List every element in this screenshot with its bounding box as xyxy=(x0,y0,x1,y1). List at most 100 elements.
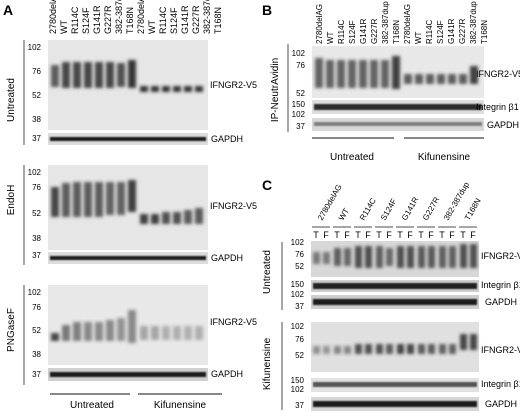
band-label: IFNGR2-V5 xyxy=(476,69,520,79)
band xyxy=(449,344,456,354)
gapdh-label: GAPDH xyxy=(211,134,243,144)
mw-marker: 38 xyxy=(32,115,41,124)
mw-markers: 102 76 52 150 102 37 xyxy=(292,49,306,131)
lane-label: T168N xyxy=(125,7,135,34)
band xyxy=(439,344,446,354)
band xyxy=(344,248,351,266)
lane-label: R114C xyxy=(425,19,434,44)
band xyxy=(315,58,323,88)
mw-marker: 150 xyxy=(291,376,305,385)
band xyxy=(51,65,59,87)
fraction-flow: F xyxy=(323,230,329,240)
gapdh-band xyxy=(313,299,477,305)
group-label-kifunensine: Kifunensine xyxy=(154,400,207,411)
lane-label: S124F xyxy=(81,7,91,34)
band xyxy=(151,326,159,340)
gapdh-label: GAPDH xyxy=(485,399,517,409)
mw-markers: 102 76 52 150 102 37 xyxy=(291,322,305,410)
band xyxy=(117,318,125,341)
band xyxy=(407,344,414,354)
band xyxy=(415,74,423,84)
mw-marker: 102 xyxy=(292,110,306,119)
mw-marker: 102 xyxy=(292,49,306,58)
integrin-label: Integrin β1 xyxy=(476,102,519,112)
band xyxy=(84,62,92,88)
band xyxy=(313,346,320,354)
band xyxy=(184,86,192,92)
mw-markers: 102 76 52 150 102 37 xyxy=(291,238,305,311)
lane-label: T168N xyxy=(392,20,401,44)
band xyxy=(448,74,456,84)
band xyxy=(470,66,478,84)
band xyxy=(428,246,435,268)
band xyxy=(195,326,203,340)
band-label: IFNGR2-V5 xyxy=(481,251,520,261)
fraction-total: T xyxy=(439,230,445,240)
band xyxy=(162,326,170,340)
band xyxy=(370,60,378,88)
band xyxy=(128,310,136,343)
band xyxy=(73,182,81,217)
band-label: IFNGR2-V5 xyxy=(481,345,520,355)
gapdh-label: GAPDH xyxy=(487,120,519,130)
band xyxy=(106,62,114,88)
block-condition-label: Untreated xyxy=(262,250,273,294)
lane-label: R114C xyxy=(158,6,168,34)
lane-label: WT xyxy=(337,207,351,222)
lane-label: S124F xyxy=(436,20,445,44)
mw-marker: 150 xyxy=(291,280,305,289)
band xyxy=(62,183,70,217)
lane-label: WT xyxy=(147,20,157,34)
lane-label: WT xyxy=(326,31,335,44)
band xyxy=(128,180,136,212)
block-condition-label: Kifunensine xyxy=(262,337,273,390)
panel-a: 2780delAG WT R114C S124F G141R G227R 382… xyxy=(6,0,257,411)
band xyxy=(376,246,383,268)
band xyxy=(106,182,114,215)
band xyxy=(62,62,70,88)
band-label: IFNGR2-V5 xyxy=(210,317,257,327)
lane-label: G141R xyxy=(180,5,190,34)
lane-label: 382-387dup xyxy=(469,1,478,44)
lane-label: S124F xyxy=(169,7,179,34)
band xyxy=(162,212,170,224)
fraction-flow: F xyxy=(344,230,350,240)
group-label-untreated: Untreated xyxy=(330,152,374,163)
band xyxy=(334,248,341,266)
lane-label: S124F xyxy=(379,197,399,222)
lane-label: WT xyxy=(59,20,69,34)
band xyxy=(195,86,203,92)
band xyxy=(173,86,181,92)
lane-label: G227R xyxy=(191,5,201,34)
mw-marker: 38 xyxy=(32,234,41,243)
mw-marker: 52 xyxy=(32,326,41,335)
mw-marker: 150 xyxy=(292,100,306,109)
integrin-band xyxy=(314,104,482,110)
band xyxy=(470,334,477,350)
mw-marker: 38 xyxy=(32,350,41,359)
blot-condition-label: PNGaseF xyxy=(6,308,17,352)
lane-label: G227R xyxy=(458,18,467,44)
fraction-flow: F xyxy=(365,230,371,240)
band xyxy=(326,60,334,88)
band xyxy=(140,214,148,224)
gapdh-band xyxy=(314,122,482,126)
mw-marker: 37 xyxy=(32,134,41,143)
mw-markers: 102 76 52 38 37 xyxy=(28,288,42,379)
lanes-c-kifunensine xyxy=(313,334,477,354)
mw-marker: 102 xyxy=(28,43,42,52)
panel-b: 2780delAG WT R114C S124F G141R G227R 382… xyxy=(270,1,520,163)
mw-marker: 52 xyxy=(32,209,41,218)
band xyxy=(365,344,372,354)
lane-label: 382-387dup xyxy=(114,0,124,34)
band xyxy=(184,326,192,340)
band xyxy=(355,246,362,268)
fraction-flow: F xyxy=(470,230,476,240)
mw-marker: 76 xyxy=(32,303,41,312)
lane-label: G227R xyxy=(103,5,113,34)
band xyxy=(428,344,435,354)
band xyxy=(381,60,389,88)
band xyxy=(62,325,70,341)
panel-c: 2780delAG WT R114C S124F G141R G227R 382… xyxy=(262,180,520,411)
mw-marker: 76 xyxy=(32,183,41,192)
